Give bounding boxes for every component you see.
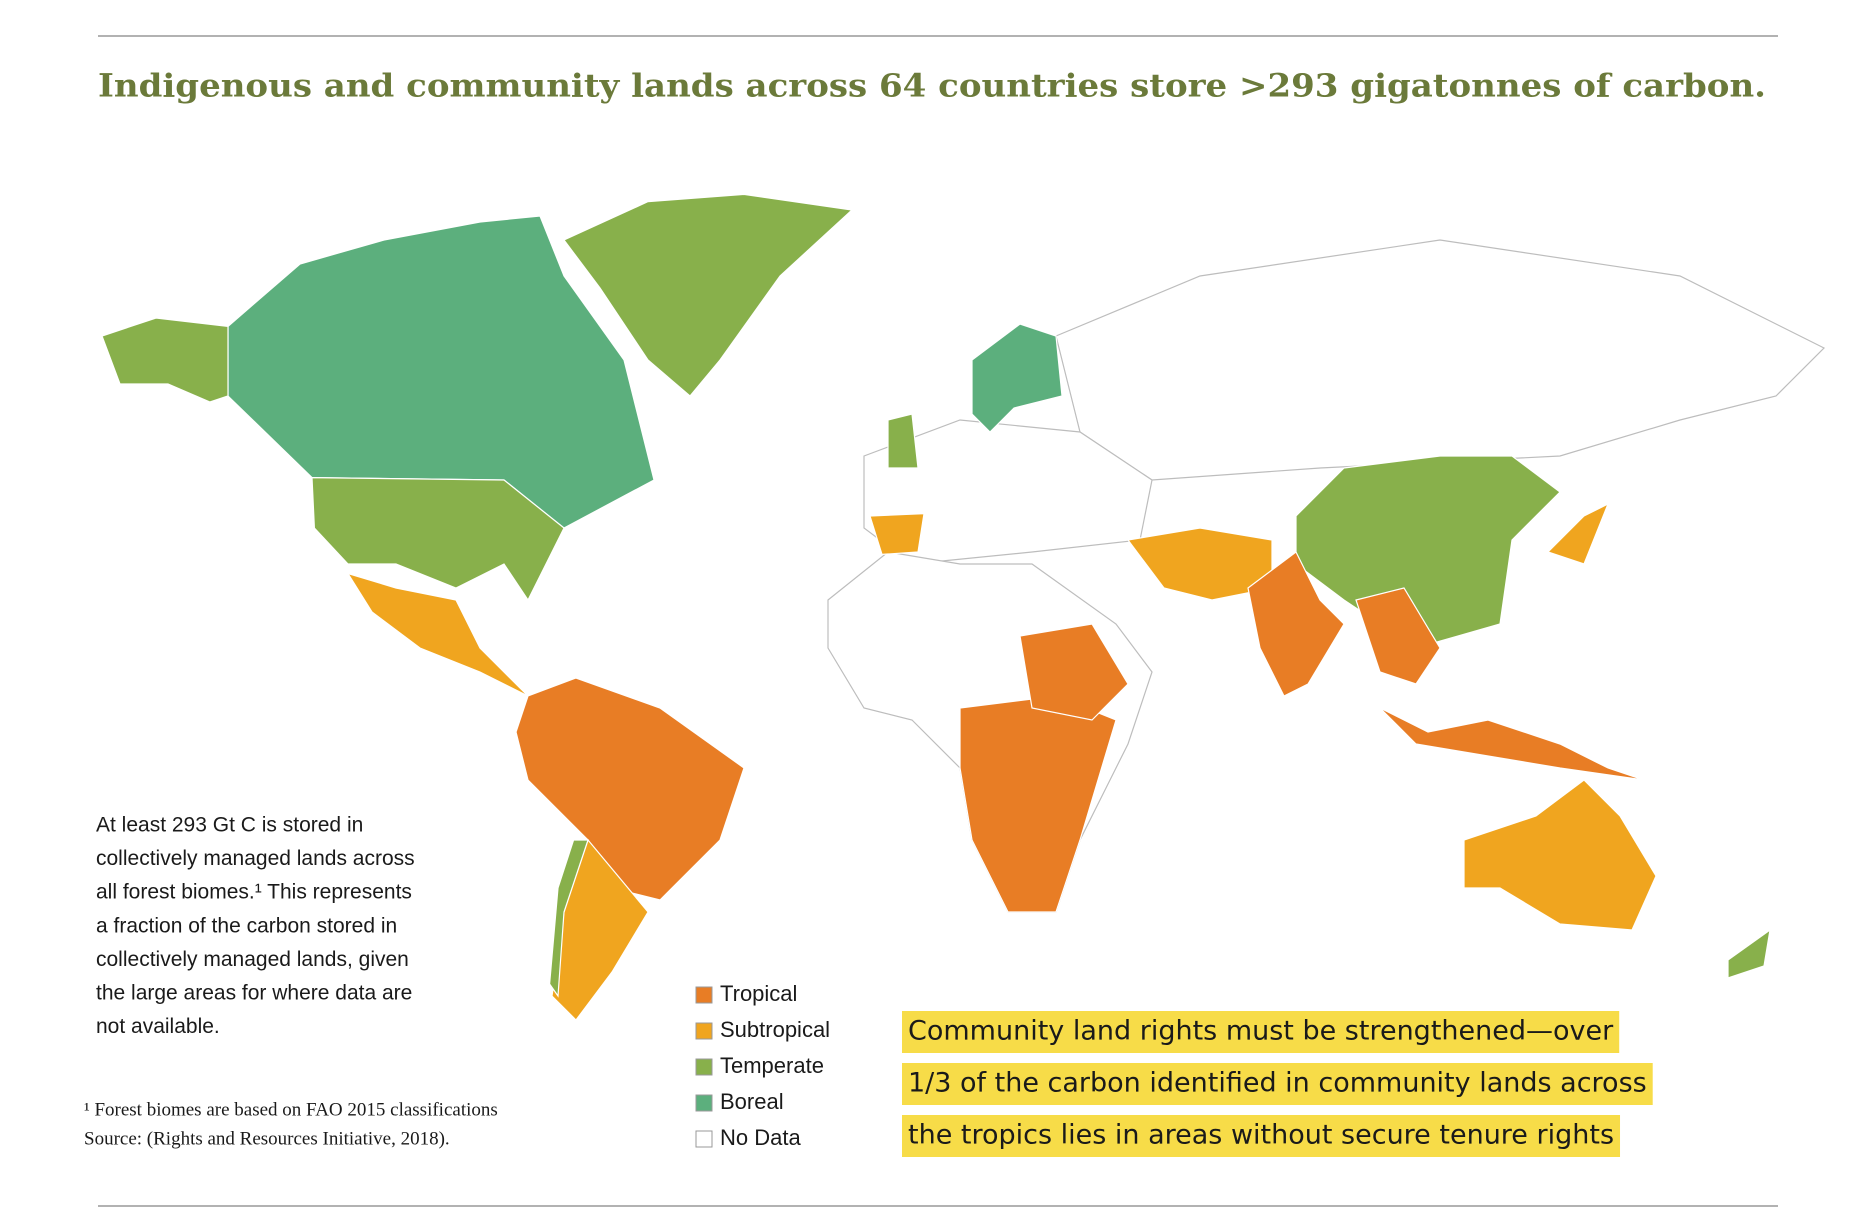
region <box>1379 707 1645 781</box>
body-text: At least 293 Gt C is stored in collective… <box>96 814 415 1039</box>
legend-swatch <box>695 1130 713 1148</box>
region <box>1055 239 1826 481</box>
region <box>1355 587 1441 685</box>
body-line: not available. <box>96 1015 220 1038</box>
region <box>346 572 529 697</box>
body-line: the large areas for where data are <box>96 982 412 1005</box>
region <box>563 193 854 397</box>
region <box>1546 502 1610 565</box>
legend-label: Temperate <box>720 1053 824 1078</box>
body-line: a fraction of the carbon stored in <box>96 914 397 937</box>
footnote: ¹ Forest biomes are based on FAO 2015 cl… <box>84 1099 498 1149</box>
body-line: collectively managed lands, given <box>96 948 409 971</box>
region <box>1463 779 1657 931</box>
region <box>548 839 589 998</box>
callout-line: 1/3 of the carbon identified in communit… <box>908 1068 1647 1099</box>
legend-label: Subtropical <box>720 1017 830 1042</box>
region <box>311 476 565 602</box>
footnote-line: ¹ Forest biomes are based on FAO 2015 cl… <box>84 1099 498 1120</box>
region <box>887 413 919 469</box>
world-map <box>101 193 1826 1021</box>
callout-line: Community land rights must be strengthen… <box>908 1016 1614 1047</box>
body-line: At least 293 Gt C is stored in <box>96 814 363 837</box>
region <box>1247 551 1345 697</box>
callout-highlight <box>902 1115 1621 1157</box>
callout: Community land rights must be strengthen… <box>902 1011 1653 1157</box>
footnote-line: Source: (Rights and Resources Initiative… <box>84 1128 450 1149</box>
legend-swatch <box>695 1094 713 1112</box>
body-line: collectively managed lands across <box>96 847 415 870</box>
callout-line: the tropics lies in areas without secure… <box>908 1120 1614 1151</box>
legend-label: Tropical <box>720 981 797 1006</box>
legend-swatch <box>695 1058 713 1076</box>
region <box>515 677 745 901</box>
region <box>971 323 1063 433</box>
body-line: all forest biomes.¹ This represents <box>96 881 412 904</box>
region <box>1019 623 1129 721</box>
legend-swatch <box>695 986 713 1004</box>
legend: Tropical Subtropical Temperate Boreal No Dat… <box>695 981 830 1150</box>
callout-highlight <box>902 1063 1653 1105</box>
region <box>869 512 925 556</box>
region <box>1727 928 1771 979</box>
legend-label: No Data <box>720 1125 801 1150</box>
callout-highlight <box>902 1011 1620 1053</box>
legend-label: Boreal <box>720 1089 784 1114</box>
legend-swatch <box>695 1022 713 1040</box>
region <box>101 317 229 403</box>
title: Indigenous and community lands across 64… <box>98 67 1766 105</box>
